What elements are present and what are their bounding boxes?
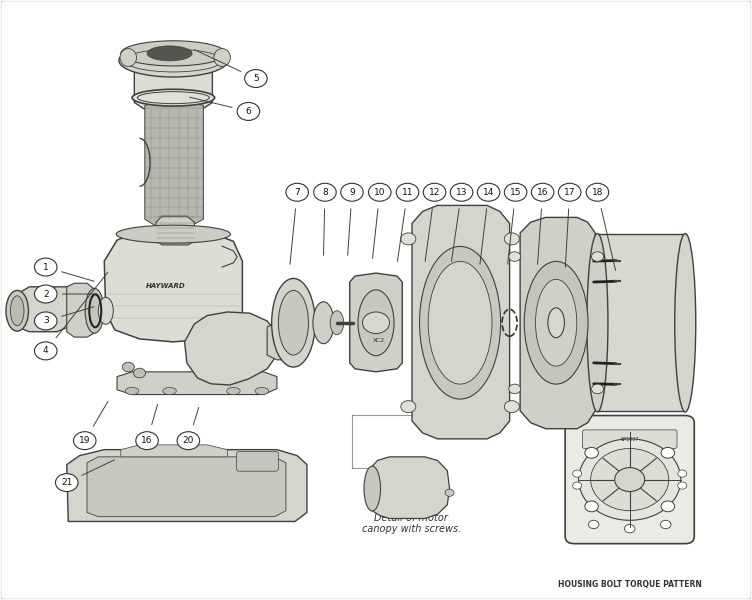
Circle shape xyxy=(450,183,473,201)
Text: 21: 21 xyxy=(61,478,72,487)
Text: 8: 8 xyxy=(322,188,328,197)
Ellipse shape xyxy=(120,49,137,67)
Circle shape xyxy=(237,103,259,121)
Ellipse shape xyxy=(364,466,381,511)
Ellipse shape xyxy=(163,388,176,395)
Circle shape xyxy=(573,470,581,477)
Text: 14: 14 xyxy=(483,188,494,197)
Ellipse shape xyxy=(85,289,104,333)
Circle shape xyxy=(341,183,363,201)
Circle shape xyxy=(134,368,146,378)
Polygon shape xyxy=(156,216,194,245)
Circle shape xyxy=(445,489,454,496)
Text: 9: 9 xyxy=(349,188,355,197)
Circle shape xyxy=(509,252,520,262)
Circle shape xyxy=(401,233,416,245)
Ellipse shape xyxy=(126,388,139,395)
Circle shape xyxy=(585,501,599,512)
Ellipse shape xyxy=(6,290,29,331)
Circle shape xyxy=(314,183,336,201)
Ellipse shape xyxy=(226,388,240,395)
Polygon shape xyxy=(121,445,227,457)
Polygon shape xyxy=(368,457,450,518)
Text: 16: 16 xyxy=(141,436,153,445)
Polygon shape xyxy=(67,283,95,337)
Polygon shape xyxy=(350,273,402,372)
Text: 20: 20 xyxy=(183,436,194,445)
Ellipse shape xyxy=(428,262,492,384)
Circle shape xyxy=(136,431,159,449)
Text: 7: 7 xyxy=(294,188,300,197)
Ellipse shape xyxy=(675,233,696,412)
Text: 3: 3 xyxy=(43,316,49,325)
Polygon shape xyxy=(520,217,595,429)
Circle shape xyxy=(478,183,500,201)
Text: 12: 12 xyxy=(429,188,440,197)
Circle shape xyxy=(678,470,687,477)
Ellipse shape xyxy=(99,298,114,324)
Text: 5: 5 xyxy=(253,74,259,83)
Text: 19: 19 xyxy=(79,436,90,445)
Circle shape xyxy=(177,431,199,449)
Circle shape xyxy=(559,183,581,201)
Circle shape xyxy=(244,70,267,88)
Ellipse shape xyxy=(420,247,501,399)
Circle shape xyxy=(585,448,599,458)
Circle shape xyxy=(56,473,78,491)
Ellipse shape xyxy=(214,49,230,67)
Ellipse shape xyxy=(117,225,230,243)
Text: Detail of motor: Detail of motor xyxy=(374,513,448,523)
Text: XC2: XC2 xyxy=(373,338,385,343)
Circle shape xyxy=(401,401,416,413)
Ellipse shape xyxy=(121,41,226,66)
Text: 2: 2 xyxy=(43,290,49,299)
Polygon shape xyxy=(67,449,307,521)
Text: 11: 11 xyxy=(402,188,414,197)
Ellipse shape xyxy=(524,262,588,384)
Circle shape xyxy=(660,520,671,529)
Text: 10: 10 xyxy=(374,188,386,197)
Text: HOUSING BOLT TORQUE PATTERN: HOUSING BOLT TORQUE PATTERN xyxy=(558,580,702,589)
FancyBboxPatch shape xyxy=(236,451,278,471)
Ellipse shape xyxy=(313,302,334,344)
Circle shape xyxy=(35,285,57,303)
Circle shape xyxy=(505,183,527,201)
Text: 1: 1 xyxy=(43,263,49,272)
Text: 15: 15 xyxy=(510,188,521,197)
Text: SP3007: SP3007 xyxy=(620,437,639,442)
Polygon shape xyxy=(117,372,277,395)
Polygon shape xyxy=(145,98,203,225)
Circle shape xyxy=(505,233,520,245)
Circle shape xyxy=(579,439,681,520)
Text: 18: 18 xyxy=(592,188,603,197)
Circle shape xyxy=(592,252,604,262)
Ellipse shape xyxy=(358,290,394,356)
Circle shape xyxy=(678,482,687,489)
Ellipse shape xyxy=(278,290,308,355)
Polygon shape xyxy=(412,205,510,439)
Circle shape xyxy=(362,312,390,334)
Circle shape xyxy=(123,362,135,372)
Ellipse shape xyxy=(587,233,608,412)
Circle shape xyxy=(590,448,669,511)
Text: 17: 17 xyxy=(564,188,575,197)
Text: 16: 16 xyxy=(537,188,548,197)
Circle shape xyxy=(35,342,57,360)
Circle shape xyxy=(368,183,391,201)
FancyBboxPatch shape xyxy=(566,416,694,544)
Ellipse shape xyxy=(11,296,24,326)
Text: HAYWARD: HAYWARD xyxy=(146,283,186,289)
Circle shape xyxy=(532,183,554,201)
Circle shape xyxy=(588,520,599,529)
Circle shape xyxy=(661,448,675,458)
Circle shape xyxy=(661,501,675,512)
Circle shape xyxy=(286,183,308,201)
Polygon shape xyxy=(87,457,286,517)
Text: 4: 4 xyxy=(43,346,49,355)
Polygon shape xyxy=(597,234,685,411)
Circle shape xyxy=(573,482,581,489)
Ellipse shape xyxy=(548,308,565,338)
Ellipse shape xyxy=(147,46,192,61)
Circle shape xyxy=(35,312,57,330)
